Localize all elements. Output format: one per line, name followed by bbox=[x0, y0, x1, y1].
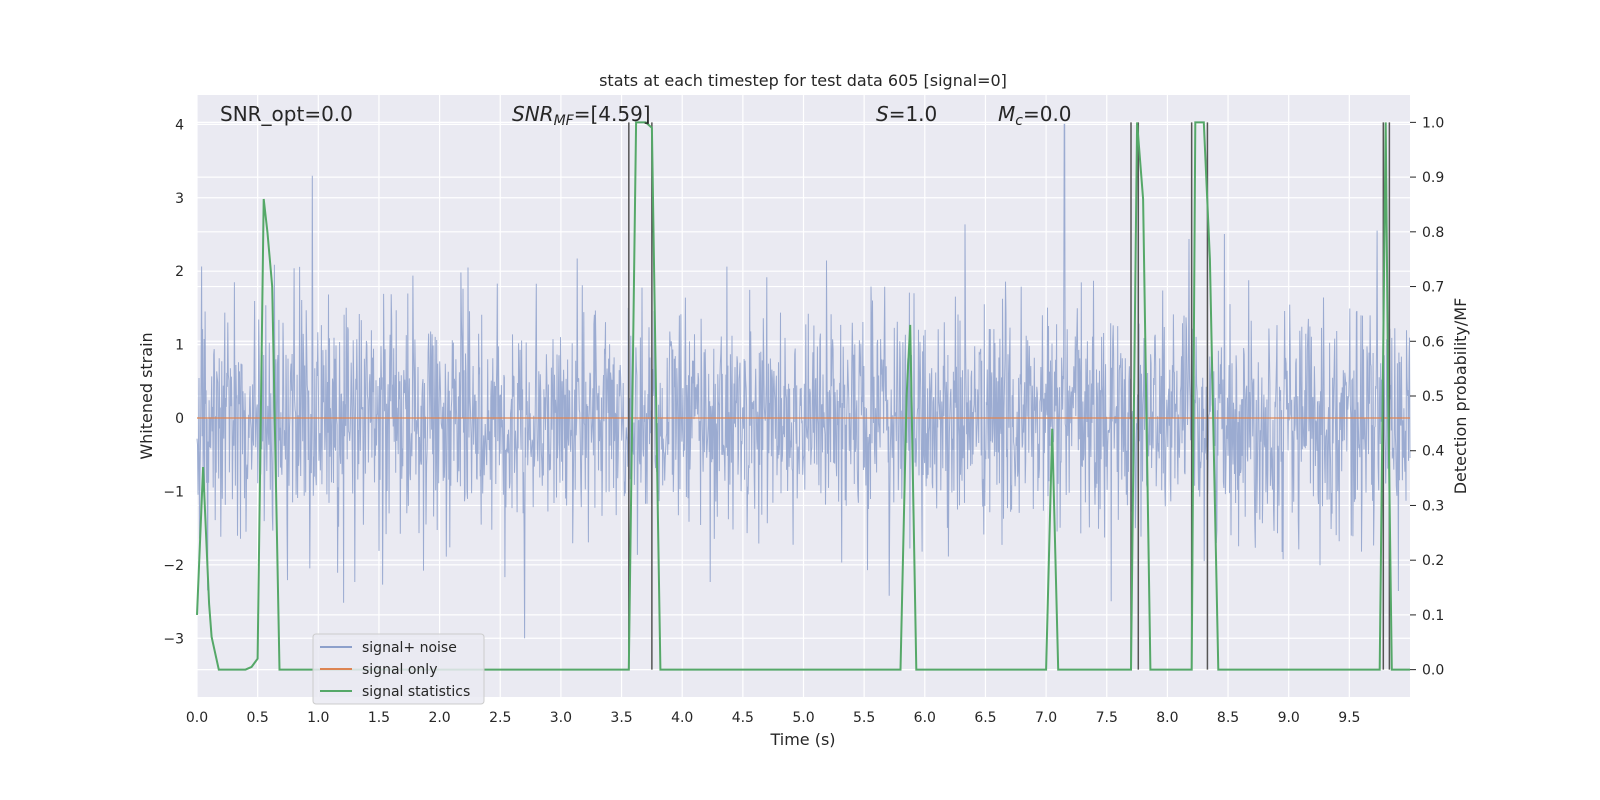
y-tick-label: 3 bbox=[175, 191, 184, 207]
y-tick-label: 0 bbox=[175, 411, 184, 427]
y-right-tick-label: 0.5 bbox=[1422, 389, 1444, 405]
x-tick-label: 6.5 bbox=[974, 710, 996, 726]
y-right-tick-label: 0.7 bbox=[1422, 280, 1444, 296]
y-tick-label: −2 bbox=[163, 558, 184, 574]
chart-title: stats at each timestep for test data 605… bbox=[599, 71, 1007, 90]
legend-label-signal-only: signal only bbox=[362, 662, 437, 678]
x-tick-label: 9.0 bbox=[1278, 710, 1300, 726]
x-tick-label: 6.0 bbox=[914, 710, 936, 726]
y-tick-label: 1 bbox=[175, 338, 184, 354]
y-tick-label: −3 bbox=[163, 631, 184, 647]
mc-value: =0.0 bbox=[1023, 102, 1072, 126]
mc-symbol: M bbox=[998, 102, 1015, 126]
x-tick-label: 2.5 bbox=[489, 710, 511, 726]
x-tick-label: 8.0 bbox=[1156, 710, 1178, 726]
y-right-tick-labels: 1.0 0.9 0.8 0.7 0.6 0.5 0.4 0.3 0.2 0.1 0.0 bbox=[1410, 115, 1444, 679]
x-axis-label: Time (s) bbox=[769, 730, 835, 749]
x-tick-label: 1.0 bbox=[307, 710, 329, 726]
x-tick-label: 8.5 bbox=[1217, 710, 1239, 726]
x-tick-label: 7.5 bbox=[1096, 710, 1118, 726]
y-right-axis-label: Detection probability/MF bbox=[1451, 298, 1470, 495]
x-tick-label: 0.0 bbox=[186, 710, 208, 726]
legend: signal+ noise signal only signal statist… bbox=[312, 633, 485, 705]
x-tick-label: 5.0 bbox=[792, 710, 814, 726]
y-right-tick-label: 0.0 bbox=[1422, 663, 1444, 679]
snr-mf-symbol: SNR bbox=[512, 102, 554, 126]
x-tick-label: 1.5 bbox=[368, 710, 390, 726]
y-tick-label: 4 bbox=[175, 117, 184, 133]
snr-mf-annotation: SNRMF=[4.59] bbox=[512, 102, 651, 129]
mc-annotation: Mc=0.0 bbox=[998, 102, 1072, 129]
legend-label-signal-noise: signal+ noise bbox=[362, 640, 457, 656]
s-symbol: S bbox=[876, 102, 889, 126]
s-annotation: S=1.0 bbox=[876, 102, 937, 126]
y-tick-labels: 4 3 2 1 0 −1 −2 −3 bbox=[163, 117, 184, 647]
x-tick-label: 2.0 bbox=[428, 710, 450, 726]
y-tick-label: 2 bbox=[175, 264, 184, 280]
y-right-tick-label: 0.8 bbox=[1422, 225, 1444, 241]
mc-subscript: c bbox=[1015, 113, 1023, 129]
y-right-tick-label: 0.1 bbox=[1422, 608, 1444, 624]
x-tick-label: 0.5 bbox=[247, 710, 269, 726]
snr-mf-subscript: MF bbox=[554, 113, 575, 129]
x-tick-label: 9.5 bbox=[1338, 710, 1360, 726]
x-tick-labels: 0.0 0.5 1.0 1.5 2.0 2.5 3.0 3.5 4.0 4.5 5.0 5.5 6.0 6… bbox=[186, 710, 1361, 726]
y-tick-label: −1 bbox=[163, 484, 184, 500]
legend-label-signal-statistics: signal statistics bbox=[362, 684, 470, 700]
x-tick-label: 5.5 bbox=[853, 710, 875, 726]
y-right-tick-label: 0.3 bbox=[1422, 498, 1444, 514]
plot-content bbox=[196, 121, 1411, 671]
x-tick-label: 7.0 bbox=[1035, 710, 1057, 726]
y-right-tick-label: 0.9 bbox=[1422, 170, 1444, 186]
snr-opt-annotation: SNR_opt=0.0 bbox=[220, 102, 353, 126]
y-axis-label: Whitened strain bbox=[137, 332, 156, 459]
y-right-tick-label: 0.6 bbox=[1422, 334, 1444, 350]
y-right-tick-label: 0.4 bbox=[1422, 444, 1444, 460]
legend-box bbox=[312, 633, 485, 705]
s-value: =1.0 bbox=[889, 102, 938, 126]
x-tick-label: 4.0 bbox=[671, 710, 693, 726]
x-tick-label: 4.5 bbox=[732, 710, 754, 726]
y-right-tick-label: 1.0 bbox=[1422, 115, 1444, 131]
y-right-tick-label: 0.2 bbox=[1422, 553, 1444, 569]
signal-statistics-series bbox=[196, 121, 1410, 671]
x-tick-label: 3.0 bbox=[550, 710, 572, 726]
x-tick-label: 3.5 bbox=[610, 710, 632, 726]
snr-mf-value: =[4.59] bbox=[574, 102, 651, 126]
